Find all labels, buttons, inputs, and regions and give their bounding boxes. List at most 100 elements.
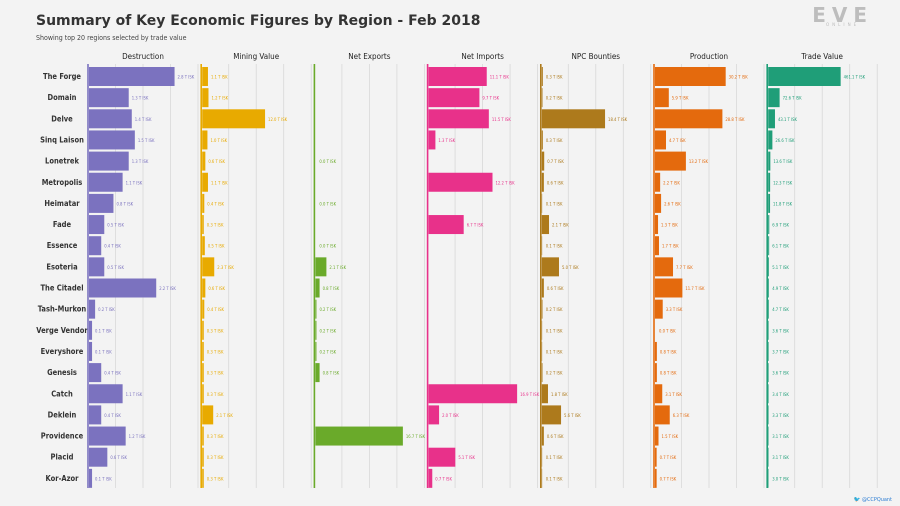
value-label-trade-value-placid: 3.1 T ISK bbox=[772, 455, 789, 460]
bar-production-metropolis bbox=[655, 172, 661, 192]
value-label-destruction-fade: 0.5 T ISK bbox=[107, 223, 124, 228]
value-label-net-imports-sinq-laison: 1.3 T ISK bbox=[438, 138, 455, 143]
bar-destruction-providence bbox=[89, 426, 126, 446]
panel-header-net-imports: Net Imports bbox=[461, 52, 504, 61]
value-label-trade-value-everyshore: 3.7 T ISK bbox=[772, 349, 789, 354]
bar-destruction-deklein bbox=[89, 405, 102, 425]
region-label-providence: Providence bbox=[41, 432, 84, 441]
value-label-net-exports-essence: 0.0 T ISK bbox=[319, 244, 336, 249]
bar-production-genesis bbox=[655, 363, 657, 383]
bar-npc-bounties-providence bbox=[541, 426, 544, 446]
region-label-catch: Catch bbox=[51, 389, 73, 398]
bar-net-imports-domain bbox=[428, 88, 480, 108]
bar-mining-value-the-forge bbox=[202, 67, 208, 86]
bar-npc-bounties-delve bbox=[541, 109, 606, 129]
value-label-net-exports-providence: 16.7 T ISK bbox=[406, 434, 426, 439]
value-label-destruction-kor-azor: 0.1 T ISK bbox=[95, 476, 112, 481]
value-label-trade-value-domain: 72.6 T ISK bbox=[783, 96, 803, 101]
value-label-mining-value-lonetrek: 0.6 T ISK bbox=[208, 159, 225, 164]
value-label-destruction-heimatar: 0.8 T ISK bbox=[116, 201, 133, 206]
value-label-production-delve: 28.8 T ISK bbox=[725, 117, 745, 122]
bar-npc-bounties-tash-murkon bbox=[541, 299, 543, 319]
value-label-destruction-the-citadel: 2.2 T ISK bbox=[159, 286, 176, 291]
value-label-mining-value-delve: 12.0 T ISK bbox=[268, 117, 288, 122]
value-label-destruction-sinq-laison: 1.5 T ISK bbox=[138, 138, 155, 143]
bar-production-everyshore bbox=[655, 341, 657, 361]
value-label-mining-value-deklein: 2.1 T ISK bbox=[216, 413, 233, 418]
bar-production-domain bbox=[655, 88, 669, 108]
value-label-net-exports-verge-vendor: 0.2 T ISK bbox=[319, 328, 336, 333]
bar-trade-value-the-citadel bbox=[768, 278, 769, 298]
bar-npc-bounties-domain bbox=[541, 88, 543, 108]
value-label-mining-value-tash-murkon: 0.4 T ISK bbox=[207, 307, 224, 312]
value-label-npc-bounties-heimatar: 0.1 T ISK bbox=[546, 201, 563, 206]
value-label-net-imports-delve: 11.5 T ISK bbox=[492, 117, 512, 122]
value-label-production-placid: 0.7 T ISK bbox=[660, 455, 677, 460]
bar-net-imports-the-forge bbox=[428, 67, 487, 86]
bar-mining-value-domain bbox=[202, 88, 209, 108]
value-label-npc-bounties-essence: 0.1 T ISK bbox=[546, 244, 563, 249]
value-label-npc-bounties-providence: 0.6 T ISK bbox=[547, 434, 564, 439]
value-label-mining-value-esoteria: 2.3 T ISK bbox=[217, 265, 234, 270]
value-label-trade-value-esoteria: 5.1 T ISK bbox=[772, 265, 789, 270]
bar-net-imports-fade bbox=[428, 215, 464, 235]
bar-production-esoteria bbox=[655, 257, 674, 277]
value-label-trade-value-the-forge: 461.1 T ISK bbox=[844, 75, 866, 80]
bar-mining-value-providence bbox=[202, 426, 204, 446]
bar-npc-bounties-esoteria bbox=[541, 257, 559, 277]
region-label-fade: Fade bbox=[53, 220, 72, 229]
bar-production-essence bbox=[655, 236, 659, 256]
credit-handle: @CCPQuant bbox=[862, 497, 892, 503]
region-label-the-forge: The Forge bbox=[43, 72, 81, 81]
bar-trade-value-everyshore bbox=[768, 341, 769, 361]
bar-destruction-delve bbox=[89, 109, 132, 129]
value-label-production-the-citadel: 11.7 T ISK bbox=[685, 286, 705, 291]
bar-production-deklein bbox=[655, 405, 670, 425]
region-label-tash-murkon: Tash-Murkon bbox=[38, 305, 87, 314]
bar-production-catch bbox=[655, 384, 663, 404]
bar-destruction-lonetrek bbox=[89, 151, 129, 171]
value-label-net-imports-fade: 6.7 T ISK bbox=[467, 223, 484, 228]
bar-net-imports-metropolis bbox=[428, 172, 493, 192]
bar-net-exports-genesis bbox=[315, 363, 320, 383]
value-label-production-kor-azor: 0.7 T ISK bbox=[660, 476, 677, 481]
value-label-trade-value-the-citadel: 4.9 T ISK bbox=[772, 286, 789, 291]
value-label-trade-value-fade: 6.9 T ISK bbox=[772, 223, 789, 228]
value-label-mining-value-domain: 1.2 T ISK bbox=[211, 96, 228, 101]
bar-net-imports-sinq-laison bbox=[428, 130, 436, 150]
value-label-net-exports-heimatar: 0.0 T ISK bbox=[319, 201, 336, 206]
twitter-credit[interactable]: 🐦 @CCPQuant bbox=[854, 497, 892, 503]
region-label-essence: Essence bbox=[47, 241, 78, 250]
region-label-metropolis: Metropolis bbox=[42, 178, 83, 187]
value-label-npc-bounties-the-forge: 0.3 T ISK bbox=[546, 75, 563, 80]
bar-mining-value-delve bbox=[202, 109, 266, 129]
value-label-destruction-essence: 0.4 T ISK bbox=[104, 244, 121, 249]
value-label-net-exports-lonetrek: 0.0 T ISK bbox=[319, 159, 336, 164]
value-label-net-imports-the-forge: 11.1 T ISK bbox=[490, 75, 510, 80]
value-label-trade-value-genesis: 3.6 T ISK bbox=[772, 371, 789, 376]
bar-npc-bounties-metropolis bbox=[541, 172, 544, 192]
bar-trade-value-delve bbox=[768, 109, 775, 129]
value-label-npc-bounties-placid: 0.1 T ISK bbox=[546, 455, 563, 460]
value-label-destruction-lonetrek: 1.3 T ISK bbox=[132, 159, 149, 164]
bar-production-lonetrek bbox=[655, 151, 686, 171]
bar-npc-bounties-fade bbox=[541, 215, 550, 235]
value-label-destruction-providence: 1.2 T ISK bbox=[129, 434, 146, 439]
bar-net-exports-verge-vendor bbox=[315, 320, 317, 340]
value-label-destruction-tash-murkon: 0.2 T ISK bbox=[98, 307, 115, 312]
region-label-deklein: Deklein bbox=[48, 410, 77, 419]
value-label-mining-value-providence: 0.3 T ISK bbox=[207, 434, 224, 439]
bar-destruction-the-citadel bbox=[89, 278, 157, 298]
value-label-npc-bounties-tash-murkon: 0.2 T ISK bbox=[546, 307, 563, 312]
value-label-production-verge-vendor: 0.0 T ISK bbox=[659, 328, 676, 333]
panel-header-trade-value: Trade Value bbox=[800, 52, 843, 61]
panel-header-production: Production bbox=[690, 52, 728, 61]
bar-destruction-esoteria bbox=[89, 257, 105, 277]
value-label-trade-value-essence: 6.1 T ISK bbox=[772, 244, 789, 249]
bar-trade-value-heimatar bbox=[768, 193, 771, 213]
value-label-mining-value-placid: 0.3 T ISK bbox=[207, 455, 224, 460]
region-label-domain: Domain bbox=[48, 93, 77, 102]
bar-mining-value-tash-murkon bbox=[202, 299, 205, 319]
region-label-lonetrek: Lonetrek bbox=[45, 157, 79, 166]
value-label-production-deklein: 6.3 T ISK bbox=[673, 413, 690, 418]
